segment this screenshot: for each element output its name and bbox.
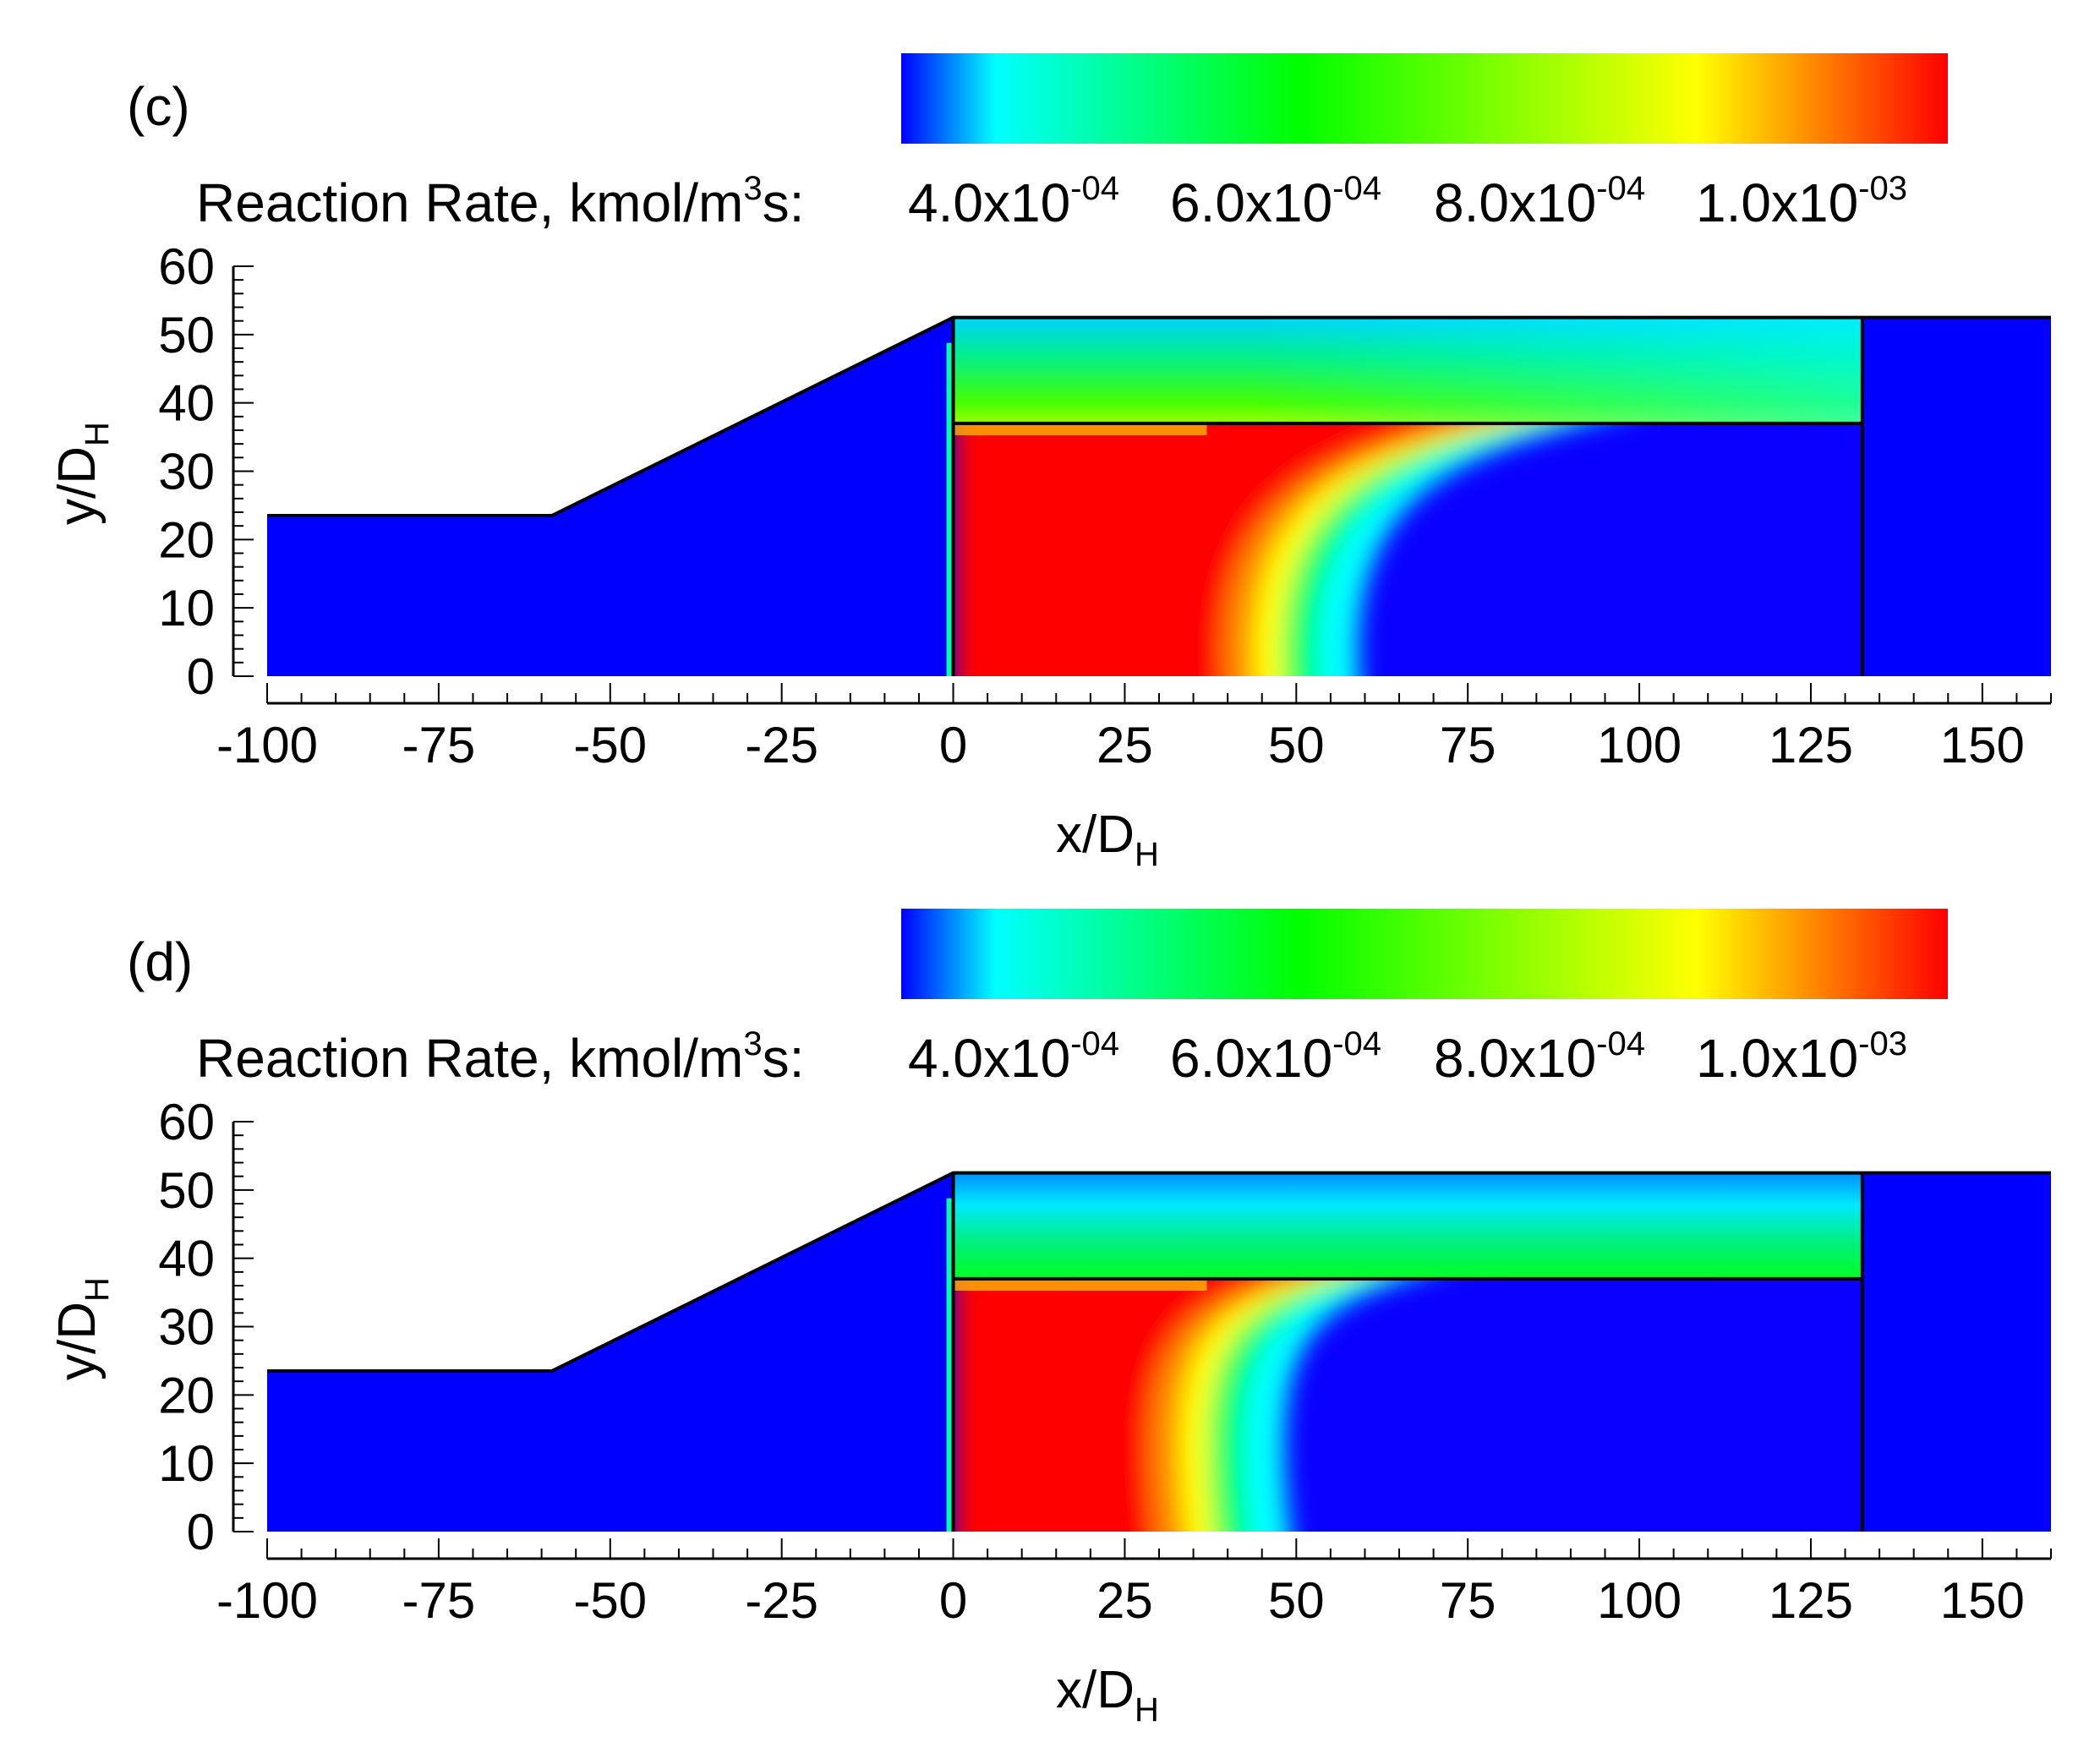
x-tick-label: -25: [745, 1572, 818, 1629]
x-tick-label: -100: [216, 1572, 318, 1629]
x-tick-label: -50: [573, 717, 647, 773]
x-tick-label: 25: [1096, 1572, 1153, 1629]
colorbar: [901, 53, 1948, 144]
x-axis-title: x/DH: [1056, 806, 1159, 873]
front-core-red: [953, 423, 1452, 676]
colorbar-tick-label: 4.0x10-04: [908, 1025, 1119, 1089]
y-tick-label: 60: [158, 1094, 215, 1150]
y-tick-label: 0: [187, 648, 215, 705]
y-tick-label: 20: [158, 1367, 215, 1423]
y-tick-label: 30: [158, 1299, 215, 1356]
y-tick-label: 50: [158, 1162, 215, 1219]
domain-outline: [267, 315, 2051, 518]
colorbar-title: Reaction Rate, kmol/m3s:: [196, 1025, 804, 1089]
x-tick-label: 100: [1597, 1572, 1682, 1629]
lower-region: [953, 423, 1862, 676]
x-tick-label: -25: [745, 717, 818, 773]
colorbar-tick-label: 1.0x10-03: [1696, 1025, 1907, 1089]
colorbar-tick-label: 1.0x10-03: [1696, 170, 1907, 233]
x-tick-label: 50: [1268, 1572, 1325, 1629]
x-tick-label: 75: [1440, 717, 1496, 773]
colorbar-tick-label: 6.0x10-04: [1170, 1025, 1381, 1089]
x-tick-label: 150: [1940, 1572, 2025, 1629]
y-axis-title: y/DH: [48, 422, 116, 525]
y-tick-label: 50: [158, 307, 215, 363]
x-tick-label: 150: [1940, 717, 2025, 773]
x-tick-label: 125: [1769, 1572, 1853, 1629]
x-tick-label: 125: [1769, 717, 1853, 773]
y-tick-label: 20: [158, 511, 215, 568]
colorbar: [901, 909, 1948, 999]
entrance-strip: [946, 1198, 952, 1532]
entrance-strip: [946, 342, 952, 676]
x-tick-label: -75: [402, 1572, 476, 1629]
panel-label: (d): [127, 931, 193, 992]
x-tick-label: -75: [402, 717, 476, 773]
lower-region: [953, 1278, 1862, 1532]
y-axis-title: y/DH: [48, 1277, 116, 1380]
x-tick-label: -50: [573, 1572, 647, 1629]
colorbar-tick-label: 8.0x10-04: [1434, 1025, 1645, 1089]
y-tick-label: 30: [158, 444, 215, 500]
panel-c: (c)Reaction Rate, kmol/m3s: 4.0x10-04 6.0x…: [48, 53, 2052, 873]
y-tick-label: 10: [158, 580, 215, 636]
colorbar-tick-label: 4.0x10-04: [908, 170, 1119, 233]
y-tick-label: 40: [158, 375, 215, 432]
panel-label: (c): [127, 76, 190, 137]
upper-layer: [953, 1172, 1862, 1279]
panel-d: (d)Reaction Rate, kmol/m3s: 4.0x10-04 6.0x…: [48, 909, 2052, 1729]
x-tick-label: 50: [1268, 717, 1325, 773]
x-tick-label: 75: [1440, 1572, 1496, 1629]
interface-hot-strip: [953, 1278, 1207, 1291]
y-tick-label: 60: [158, 238, 215, 295]
domain-outline: [267, 1171, 2051, 1374]
x-tick-label: -100: [216, 717, 318, 773]
front-core-red: [953, 1278, 1273, 1532]
interface-hot-strip: [953, 423, 1207, 435]
colorbar-title: Reaction Rate, kmol/m3s:: [196, 170, 804, 233]
x-tick-label: 25: [1096, 717, 1153, 773]
colorbar-tick-label: 6.0x10-04: [1170, 170, 1381, 233]
x-tick-label: 100: [1597, 717, 1682, 773]
colorbar-tick-label: 8.0x10-04: [1434, 170, 1645, 233]
y-tick-label: 0: [187, 1504, 215, 1560]
y-tick-label: 40: [158, 1231, 215, 1287]
y-tick-label: 10: [158, 1435, 215, 1492]
x-tick-label: 0: [939, 717, 967, 773]
x-tick-label: 0: [939, 1572, 967, 1629]
x-axis-title: x/DH: [1056, 1661, 1159, 1729]
